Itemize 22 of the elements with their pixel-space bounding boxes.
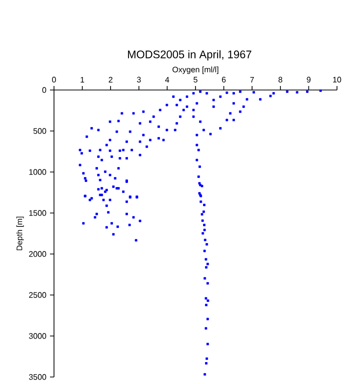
y-tick-label: 2000 <box>29 251 46 257</box>
x-tick-label: 6 <box>222 76 226 82</box>
x-tick-label: 0 <box>52 76 56 82</box>
chart-title: MODS2005 in April, 1967 <box>128 50 252 60</box>
y-tick-label: 0 <box>42 87 46 93</box>
y-tick-label: 2500 <box>29 292 46 298</box>
y-axis-title: Depth [m] <box>16 216 24 250</box>
x-tick-label: 1 <box>80 76 84 82</box>
x-axis-title: Oxygen [ml/l] <box>172 66 218 74</box>
x-tick-label: 7 <box>250 76 254 82</box>
x-tick-label: 2 <box>108 76 112 82</box>
x-tick-label: 3 <box>136 76 141 82</box>
y-tick-label: 1500 <box>29 210 46 216</box>
y-tick-label: 1000 <box>29 169 46 175</box>
y-tick-label: 3500 <box>28 374 46 380</box>
x-tick-label: 8 <box>278 76 282 82</box>
x-tick-label: 4 <box>165 76 170 82</box>
x-tick-label: 5 <box>194 76 198 82</box>
x-tick-label: 10 <box>333 76 342 82</box>
x-tick-label: 9 <box>306 76 311 82</box>
y-tick-label: 3000 <box>28 333 46 339</box>
y-tick-label: 500 <box>33 128 46 134</box>
